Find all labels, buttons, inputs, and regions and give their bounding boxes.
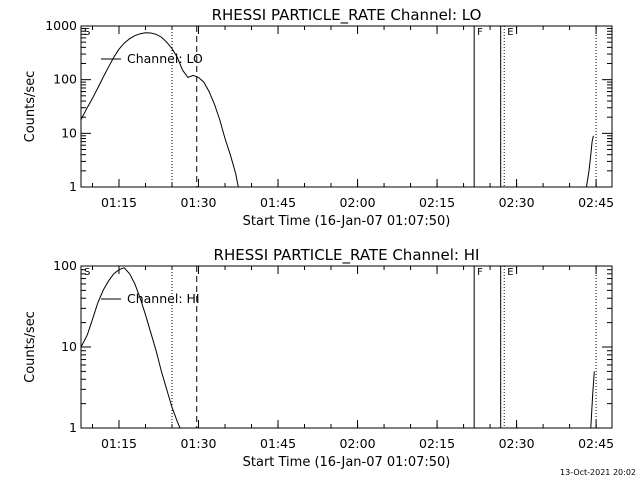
legend-label: Channel: LO [127,51,203,66]
x-tick-label: 02:15 [419,195,455,210]
x-tick-label: 01:45 [260,195,296,210]
x-axis-label: Start Time (16-Jan-07 01:07:50) [243,214,451,229]
x-tick-label: 01:15 [101,436,137,451]
chart-title: RHESSI PARTICLE_RATE Channel: HI [214,246,480,265]
data-series-line [590,371,595,429]
data-series-line [80,267,181,429]
chart-panel-1: RHESSI PARTICLE_RATE Channel: LO Start Ti… [23,6,614,229]
x-tick-label: 02:30 [499,436,535,451]
y-axis-label: Counts/sec [23,71,38,143]
y-tick-label: 100 [53,72,77,87]
x-tick-label: 01:15 [101,195,137,210]
data-series-line [80,32,239,188]
x-tick-label: 02:45 [578,195,614,210]
data-series-line [585,135,594,188]
y-tick-label: 10 [61,125,77,140]
y-tick-label: 1 [69,179,77,194]
x-axis-label: Start Time (16-Jan-07 01:07:50) [243,455,451,470]
time-marker-label: E [507,267,513,278]
footer-stamp: 13-Oct-2021 20:02 [560,468,636,477]
x-tick-label: 01:30 [180,195,216,210]
plot-frame [80,25,613,188]
x-tick-label: 02:15 [419,436,455,451]
x-tick-label: 02:45 [578,436,614,451]
x-tick-label: 01:45 [260,436,296,451]
x-tick-label: 01:30 [180,436,216,451]
y-tick-label: 1000 [45,18,77,33]
y-tick-label: 10 [61,339,77,354]
legend-label: Channel: HI [127,291,200,306]
time-marker-label: F [477,27,483,38]
time-marker-label: S [84,27,90,38]
time-marker-label: S [84,267,90,278]
x-tick-label: 02:00 [340,436,376,451]
y-tick-label: 1 [69,420,77,435]
x-tick-label: 02:00 [340,195,376,210]
chart-title: RHESSI PARTICLE_RATE Channel: LO [212,6,482,25]
y-axis-label: Counts/sec [23,311,38,383]
chart-panel-2: RHESSI PARTICLE_RATE Channel: HI Start Ti… [23,246,614,470]
time-marker-label: F [477,267,483,278]
y-tick-label: 100 [53,258,77,273]
x-tick-label: 02:30 [499,195,535,210]
time-marker-label: E [507,27,513,38]
